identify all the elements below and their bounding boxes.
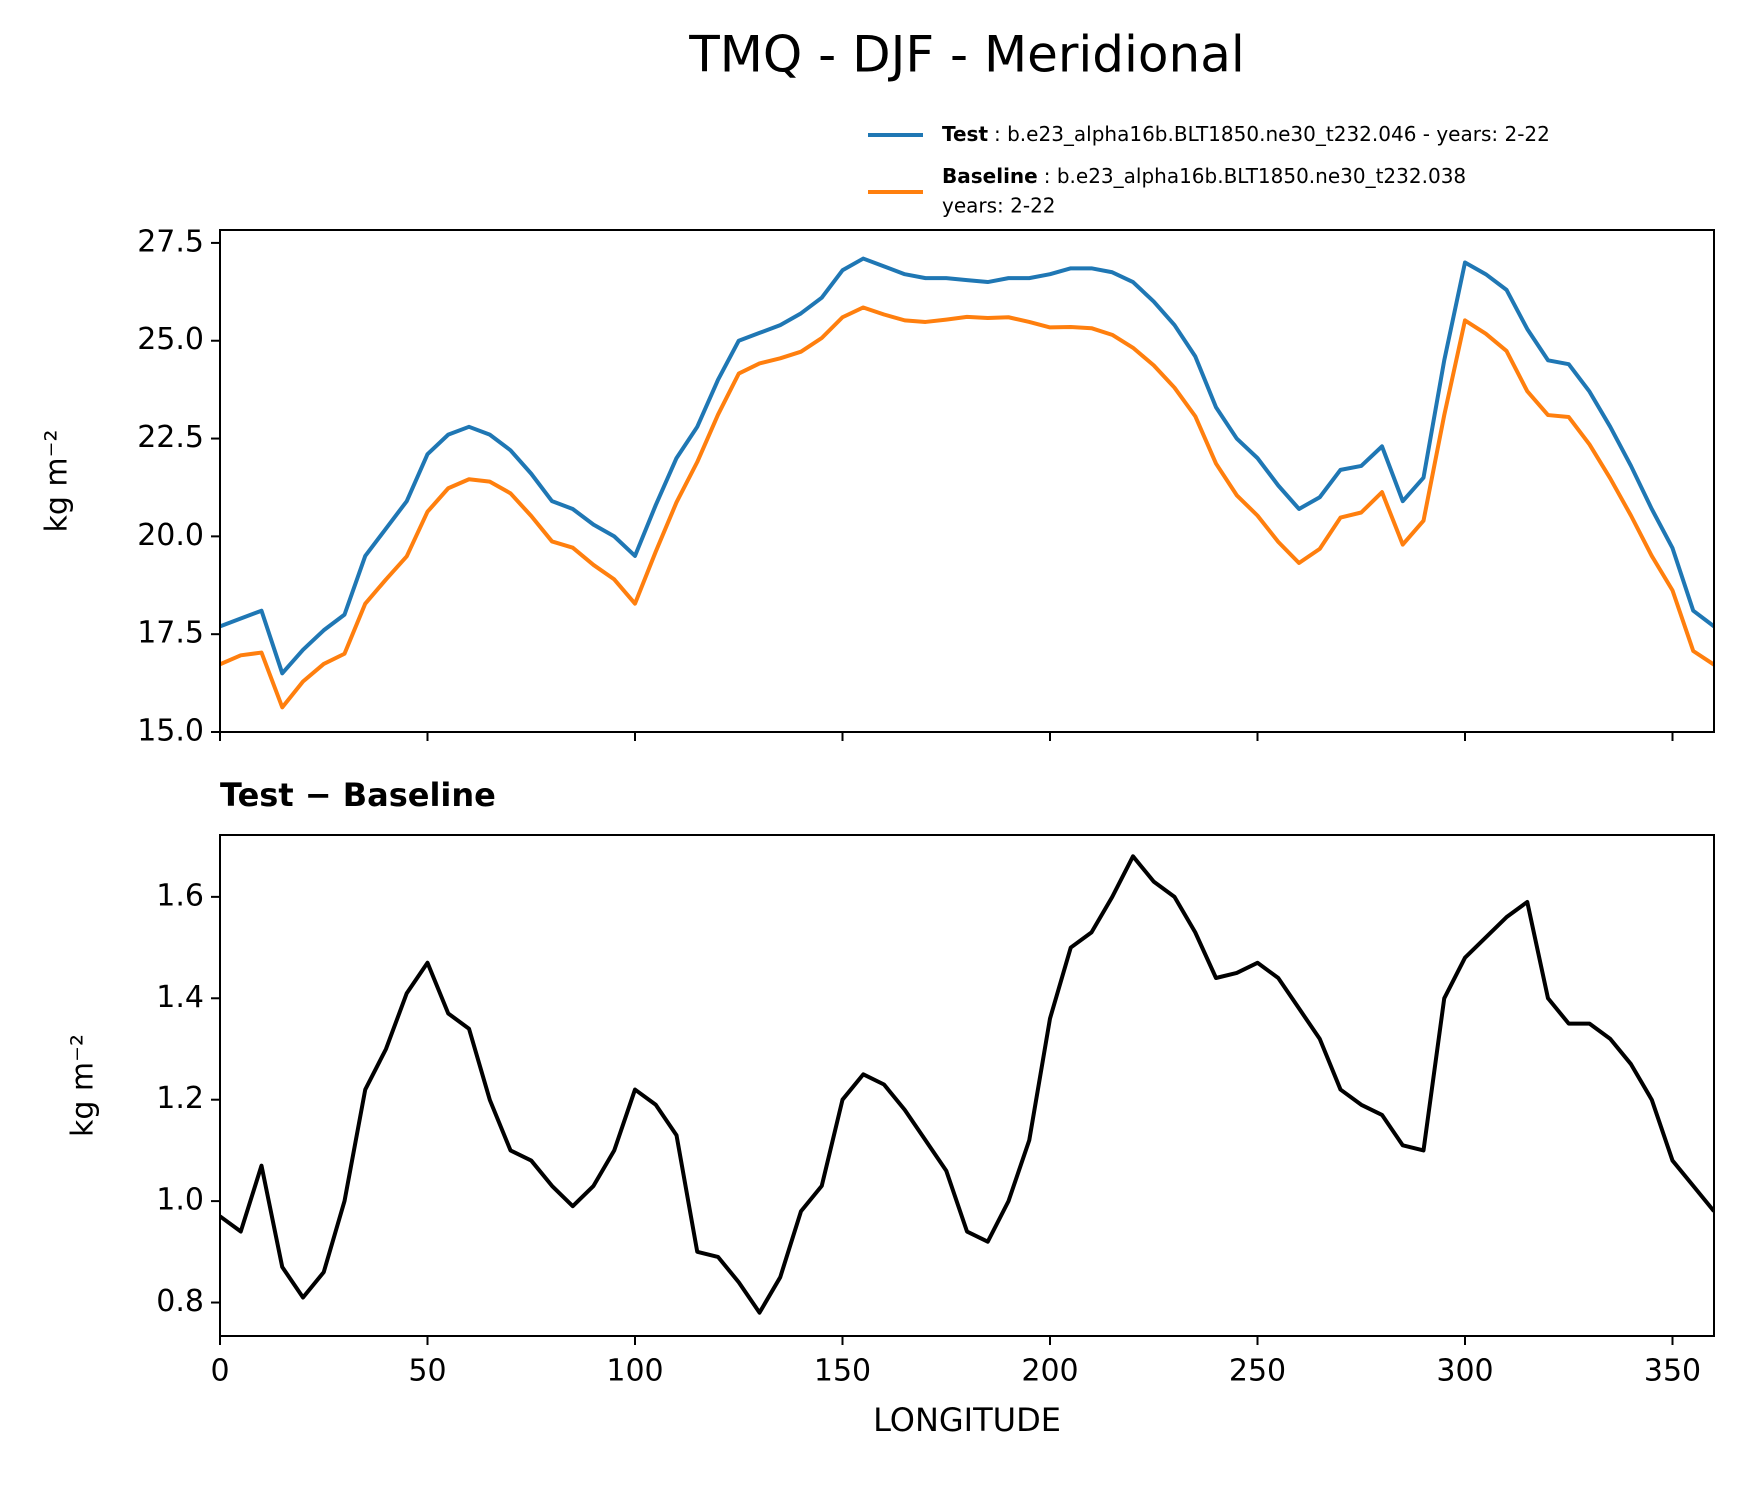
x-tick-label: 50	[408, 1354, 446, 1389]
x-tick-label: 150	[814, 1354, 871, 1389]
legend-name: Baseline	[942, 164, 1038, 188]
x-axis-label: LONGITUDE	[873, 1401, 1061, 1439]
x-tick-label: 0	[210, 1354, 229, 1389]
legend-name: Test	[942, 122, 988, 146]
y-tick-label: 27.5	[137, 224, 204, 259]
y-tick-label: 1.0	[156, 1183, 204, 1218]
data-line	[220, 256, 1714, 676]
y-tick-label: 22.5	[137, 420, 204, 455]
x-tick-label: 200	[1021, 1354, 1078, 1389]
y-tick-label: 17.5	[137, 616, 204, 651]
y-axis-label: kg m⁻²	[40, 429, 75, 532]
y-tick-label: 1.6	[156, 878, 204, 913]
y-tick-label: 0.8	[156, 1284, 204, 1319]
x-tick-label: 100	[606, 1354, 663, 1389]
y-tick-label: 1.4	[156, 980, 204, 1015]
x-tick-label: 250	[1229, 1354, 1286, 1389]
data-line	[220, 854, 1714, 1315]
x-tick-label: 350	[1644, 1354, 1701, 1389]
data-line	[220, 305, 1714, 710]
y-tick-label: 20.0	[137, 518, 204, 553]
legend-label: Baseline: b.e23_alpha16b.BLT1850.ne30_t2…	[942, 164, 1466, 188]
x-tick-label: 300	[1436, 1354, 1493, 1389]
y-tick-label: 15.0	[137, 714, 204, 749]
y-tick-label: 1.2	[156, 1081, 204, 1116]
legend-text: : b.e23_alpha16b.BLT1850.ne30_t232.046 -…	[994, 122, 1550, 146]
figure-title: TMQ - DJF - Meridional	[688, 26, 1245, 84]
y-axis-label: kg m⁻²	[66, 1034, 101, 1137]
legend-text: years: 2-22	[942, 194, 1056, 218]
legend-label: Test: b.e23_alpha16b.BLT1850.ne30_t232.0…	[942, 122, 1550, 146]
y-tick-label: 25.0	[137, 322, 204, 357]
legend-text: : b.e23_alpha16b.BLT1850.ne30_t232.038	[1044, 164, 1466, 188]
plot-frame	[219, 834, 1715, 1337]
subplot-title: Test − Baseline	[220, 776, 496, 814]
plot-frame	[219, 229, 1715, 733]
